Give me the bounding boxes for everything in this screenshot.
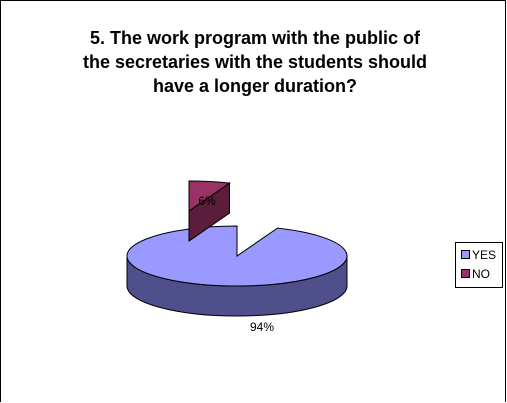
legend-label-no: NO	[472, 267, 490, 281]
chart-title: 5. The work program with the public of t…	[40, 26, 470, 98]
chart-title-line-1: 5. The work program with the public of	[89, 28, 421, 48]
legend-item-no: NO	[461, 267, 490, 281]
data-label-yes: 94%	[250, 320, 274, 334]
chart-title-line-3: have a longer duration?	[152, 76, 358, 96]
pie-slice-yes	[126, 225, 348, 287]
data-label-no: 6%	[198, 194, 216, 208]
legend-swatch-no	[461, 269, 470, 278]
legend-swatch-yes	[461, 250, 470, 259]
pie-slice-no	[188, 180, 231, 212]
legend-item-yes: YES	[461, 248, 496, 262]
legend-label-yes: YES	[472, 248, 497, 262]
chart-title-line-2: the secretaries with the students should	[82, 52, 428, 72]
legend: YES NO	[455, 242, 503, 288]
